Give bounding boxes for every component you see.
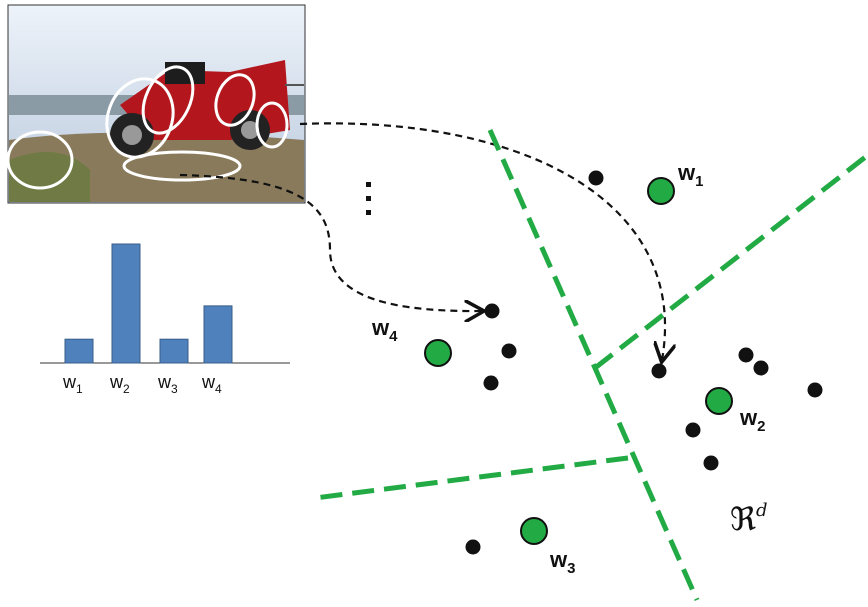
- subscript: 3: [171, 382, 178, 396]
- bar: [112, 244, 140, 363]
- letter: w: [739, 405, 758, 430]
- subscript: 2: [123, 382, 130, 396]
- label: w3: [549, 547, 575, 577]
- ellipsis: [366, 182, 371, 215]
- boundaries: [315, 130, 868, 600]
- letter: w: [371, 315, 390, 340]
- label: w4: [371, 315, 398, 345]
- label: w1: [62, 372, 83, 396]
- centers: [425, 178, 732, 544]
- label: w1: [677, 160, 703, 190]
- bar: [204, 306, 232, 363]
- bar: [65, 339, 93, 363]
- points: [466, 171, 823, 555]
- letter: w: [157, 372, 172, 392]
- bar: [160, 339, 188, 363]
- letter: w: [62, 372, 77, 392]
- subscript: 1: [695, 173, 703, 190]
- letter: w: [677, 160, 696, 185]
- subscript: 4: [389, 328, 398, 345]
- photo: [8, 5, 305, 203]
- subscript: 2: [757, 418, 765, 435]
- subscript: 4: [215, 382, 222, 396]
- subscript: 3: [567, 560, 575, 577]
- subscript: 1: [76, 382, 83, 396]
- label: w2: [739, 405, 765, 435]
- label: w4: [201, 372, 222, 396]
- letter: w: [201, 372, 216, 392]
- diagram: ℜd w1w2w3w4w1w2w3w4: [0, 0, 868, 607]
- letter: w: [109, 372, 124, 392]
- label: w2: [109, 372, 130, 396]
- letter: w: [549, 547, 568, 572]
- space-label: ℜd: [730, 500, 768, 538]
- label: w3: [157, 372, 178, 396]
